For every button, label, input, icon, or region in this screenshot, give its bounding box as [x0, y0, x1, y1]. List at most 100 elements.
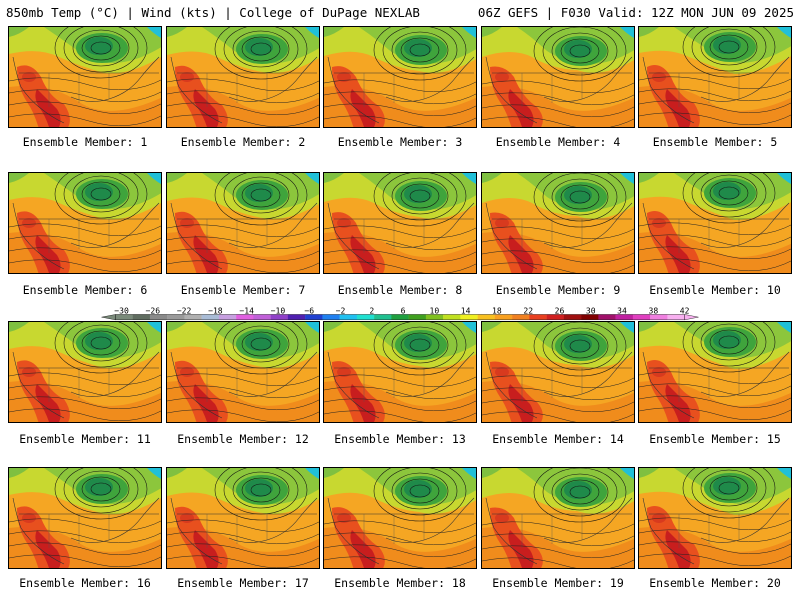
ensemble-member-map-19 [481, 467, 635, 569]
ensemble-member-label: Ensemble Member: 6 [22, 283, 148, 297]
ensemble-member-label: Ensemble Member: 4 [495, 135, 621, 149]
ensemble-map [167, 27, 319, 127]
ensemble-map [482, 322, 634, 422]
colorbar-tick-label: 22 [523, 307, 533, 316]
ensemble-map [639, 27, 791, 127]
ensemble-map [639, 173, 791, 273]
ensemble-map [482, 27, 634, 127]
colorbar-tick-label: −22 [177, 307, 192, 316]
colorbar-tick-label: −14 [239, 307, 254, 316]
colorbar-segment [615, 314, 634, 320]
ensemble-map [639, 322, 791, 422]
model-run-info: 06Z GEFS | F030 Valid: 12Z MON JUN 09 20… [477, 5, 794, 20]
colorbar-segment [270, 314, 289, 320]
colorbar-segment [477, 314, 496, 320]
colorbar-tick-label: −18 [208, 307, 223, 316]
colorbar-segment [650, 314, 668, 320]
ensemble-member-label: Ensemble Member: 15 [649, 432, 781, 446]
colorbar-segment [581, 314, 599, 320]
ensemble-map [324, 322, 476, 422]
colorbar-tick-label: −26 [146, 307, 161, 316]
colorbar-segment [167, 314, 185, 320]
colorbar-tick-label: 18 [492, 307, 502, 316]
ensemble-member-label: Ensemble Member: 17 [177, 576, 309, 590]
ensemble-member-label: Ensemble Member: 1 [22, 135, 148, 149]
colorbar-segment [443, 314, 461, 320]
colorbar-segment [460, 314, 478, 320]
colorbar-segment [546, 314, 565, 320]
colorbar-segment [598, 314, 616, 320]
ensemble-member-map-1 [8, 26, 162, 128]
ensemble-member-label: Ensemble Member: 9 [495, 283, 621, 297]
ensemble-member-map-6 [8, 172, 162, 274]
ensemble-map [9, 173, 161, 273]
colorbar-segment [115, 314, 133, 320]
colorbar-segment [529, 314, 547, 320]
ensemble-member-map-12 [166, 321, 320, 423]
ensemble-member-label: Ensemble Member: 16 [19, 576, 151, 590]
ensemble-member-label: Ensemble Member: 5 [652, 135, 778, 149]
colorbar-segment [391, 314, 409, 320]
ensemble-member-map-4 [481, 26, 635, 128]
colorbar-segment [201, 314, 220, 320]
colorbar-segment [408, 314, 427, 320]
colorbar-segment [374, 314, 392, 320]
colorbar-segment [132, 314, 151, 320]
colorbar-min-arrow [101, 314, 116, 321]
ensemble-member-label: Ensemble Member: 7 [180, 283, 306, 297]
colorbar-segment [667, 314, 685, 320]
ensemble-map [482, 173, 634, 273]
colorbar-segment [356, 314, 375, 320]
ensemble-member-map-15 [638, 321, 792, 423]
ensemble-member-map-18 [323, 467, 477, 569]
ensemble-map [9, 27, 161, 127]
ensemble-member-map-7 [166, 172, 320, 274]
colorbar-tick-label: 42 [680, 307, 690, 316]
ensemble-member-map-20 [638, 467, 792, 569]
ensemble-map [324, 468, 476, 568]
ensemble-member-map-17 [166, 467, 320, 569]
colorbar-tick-label: 2 [369, 307, 374, 316]
colorbar-tick-label: 34 [617, 307, 627, 316]
colorbar-tick-label: 26 [555, 307, 565, 316]
colorbar-segment [305, 314, 323, 320]
ensemble-member-label: Ensemble Member: 14 [492, 432, 624, 446]
ensemble-map [324, 27, 476, 127]
ensemble-member-label: Ensemble Member: 3 [337, 135, 463, 149]
colorbar-tick-label: 10 [429, 307, 439, 316]
ensemble-member-map-8 [323, 172, 477, 274]
ensemble-member-map-13 [323, 321, 477, 423]
colorbar-segment [512, 314, 530, 320]
colorbar-segment [149, 314, 168, 320]
ensemble-map [167, 322, 319, 422]
ensemble-member-label: Ensemble Member: 12 [177, 432, 309, 446]
colorbar-segment [425, 314, 444, 320]
ensemble-map [639, 468, 791, 568]
colorbar-segment [236, 314, 254, 320]
colorbar-segment [494, 314, 513, 320]
ensemble-member-map-9 [481, 172, 635, 274]
ensemble-member-map-14 [481, 321, 635, 423]
ensemble-member-map-10 [638, 172, 792, 274]
ensemble-member-label: Ensemble Member: 18 [334, 576, 466, 590]
ensemble-member-map-11 [8, 321, 162, 423]
colorbar-segment [218, 314, 237, 320]
temperature-colorbar: −30 −26 −22 −18 −14 −10 −6 −2 2 6 10 14 18 22 26 30 34 38… [101, 307, 699, 321]
ensemble-map [9, 322, 161, 422]
page-title: 850mb Temp (°C) | Wind (kts) | College o… [6, 5, 420, 20]
ensemble-map [9, 468, 161, 568]
ensemble-member-label: Ensemble Member: 19 [492, 576, 624, 590]
ensemble-map [167, 173, 319, 273]
colorbar-segment [253, 314, 271, 320]
colorbar-max-arrow [684, 314, 699, 321]
colorbar-tick-label: −2 [336, 307, 346, 316]
ensemble-member-map-2 [166, 26, 320, 128]
colorbar-tick-label: 6 [401, 307, 406, 316]
colorbar-segment [287, 314, 306, 320]
ensemble-member-label: Ensemble Member: 10 [649, 283, 781, 297]
colorbar-tick-label: 38 [648, 307, 658, 316]
colorbar-segment [322, 314, 340, 320]
colorbar-tick-label: −10 [271, 307, 286, 316]
ensemble-member-label: Ensemble Member: 11 [19, 432, 151, 446]
ensemble-member-map-3 [323, 26, 477, 128]
